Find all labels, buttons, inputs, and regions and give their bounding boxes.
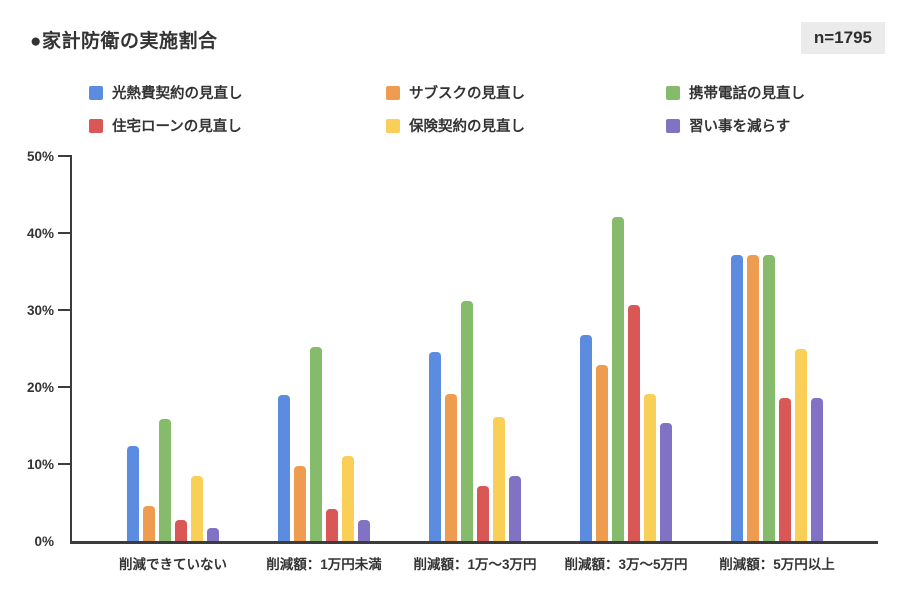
legend-item-4: 保険契約の見直し (386, 115, 666, 136)
bar-光熱費契約の見直し-削減額：3万〜5万円 (580, 334, 592, 541)
legend-label: 住宅ローンの見直し (112, 119, 242, 135)
legend-item-3: 住宅ローンの見直し (89, 115, 386, 136)
bar-住宅ローンの見直し-削減額：3万〜5万円 (628, 305, 640, 541)
bar-習い事を減らす-削減額：1万〜3万円 (509, 476, 521, 541)
x-axis-category-label: 削減額：5万円以上 (719, 557, 835, 572)
y-axis-tick-label: 0% (34, 533, 54, 549)
bar-サブスクの見直し-削減できていない (143, 506, 155, 541)
y-axis-line (70, 156, 72, 541)
bar-携帯電話の見直し-削減額：3万〜5万円 (612, 216, 624, 541)
legend-swatch-icon (386, 85, 400, 100)
legend-item-5: 習い事を減らす (666, 115, 805, 136)
bar-group-3: 削減額：3万〜5万円 (564, 156, 688, 572)
bar-保険契約の見直し-削減額：1万〜3万円 (493, 417, 505, 541)
x-axis-line (70, 541, 878, 544)
bar-光熱費契約の見直し-削減額：5万円以上 (731, 254, 743, 541)
bar-習い事を減らす-削減額：5万円以上 (811, 397, 823, 541)
y-axis-tick (58, 386, 72, 388)
bar-group-4: 削減額：5万円以上 (719, 156, 835, 572)
y-axis-tick (58, 232, 72, 234)
x-axis-category-label: 削減額：1万〜3万円 (413, 557, 537, 572)
legend-label: 光熱費契約の見直し (112, 86, 243, 102)
bar-保険契約の見直し-削減額：5万円以上 (795, 349, 807, 541)
bar-光熱費契約の見直し-削減額：1万〜3万円 (429, 352, 441, 541)
legend-swatch-icon (89, 118, 103, 133)
legend-swatch-icon (666, 85, 680, 100)
bar-携帯電話の見直し-削減額：5万円以上 (763, 254, 775, 541)
legend-swatch-icon (89, 85, 103, 100)
bar-サブスクの見直し-削減額：3万〜5万円 (596, 364, 608, 541)
y-axis-tick (58, 463, 72, 465)
bar-groups-container: 削減できていない 削減額：1万円未満 削減額：1万〜3万円 削減額：3万〜5万円 削減額… (72, 156, 878, 572)
bar-group-1: 削減額：1万円未満 (266, 156, 382, 572)
bar-保険契約の見直し-削減できていない (191, 475, 203, 541)
bar-住宅ローンの見直し-削減額：5万円以上 (779, 397, 791, 541)
legend-label: 保険契約の見直し (409, 119, 525, 135)
bar-習い事を減らす-削減額：1万円未満 (358, 520, 370, 541)
bar-group-0: 削減できていない (119, 156, 227, 572)
bar-保険契約の見直し-削減額：1万円未満 (342, 455, 354, 541)
x-axis-category-label: 削減できていない (119, 557, 227, 572)
legend-label: 携帯電話の見直し (689, 86, 805, 102)
y-axis-tick-label: 30% (26, 302, 54, 318)
legend-item-0: 光熱費契約の見直し (89, 82, 386, 103)
bar-group-2: 削減額：1万〜3万円 (413, 156, 537, 572)
bar-サブスクの見直し-削減額：5万円以上 (747, 254, 759, 541)
y-axis-tick-label: 50% (26, 148, 54, 164)
y-axis-tick-label: 40% (26, 225, 54, 241)
plot-area: 削減できていない 削減額：1万円未満 削減額：1万〜3万円 削減額：3万〜5万円 削減額… (27, 149, 878, 572)
bar-習い事を減らす-削減できていない (207, 527, 219, 541)
y-axis-tick (58, 309, 72, 311)
y-axis-tick-label: 20% (26, 379, 54, 395)
legend-label: 習い事を減らす (689, 119, 791, 135)
bar-光熱費契約の見直し-削減額：1万円未満 (278, 395, 290, 541)
chart-legend: 光熱費契約の見直し サブスクの見直し 携帯電話の見直し住宅ローンの見直し 保険契約の見… (89, 82, 805, 136)
x-axis-category-label: 削減額：1万円未満 (266, 557, 382, 572)
y-axis-tick (58, 155, 72, 157)
bar-携帯電話の見直し-削減額：1万円未満 (310, 346, 322, 541)
bar-サブスクの見直し-削減額：1万〜3万円 (445, 393, 457, 541)
bar-サブスクの見直し-削減額：1万円未満 (294, 465, 306, 541)
bar-携帯電話の見直し-削減できていない (159, 418, 171, 541)
legend-label: サブスクの見直し (409, 86, 525, 102)
legend-item-1: サブスクの見直し (386, 82, 666, 103)
bar-光熱費契約の見直し-削減できていない (127, 446, 139, 541)
legend-item-2: 携帯電話の見直し (666, 82, 805, 103)
bar-保険契約の見直し-削減額：3万〜5万円 (644, 393, 656, 541)
sample-size-badge: n=1795 (800, 22, 885, 55)
bar-住宅ローンの見直し-削減できていない (175, 520, 187, 541)
bar-習い事を減らす-削減額：3万〜5万円 (660, 423, 672, 541)
bar-携帯電話の見直し-削減額：1万〜3万円 (461, 300, 473, 541)
y-axis-tick-label: 10% (26, 456, 54, 472)
x-axis-category-label: 削減額：3万〜5万円 (564, 557, 688, 572)
bar-住宅ローンの見直し-削減額：1万円未満 (326, 508, 338, 541)
legend-swatch-icon (666, 118, 680, 133)
bar-住宅ローンの見直し-削減額：1万〜3万円 (477, 486, 489, 541)
legend-swatch-icon (386, 118, 400, 133)
chart-title: ●家計防衛の実施割合 (30, 31, 218, 52)
